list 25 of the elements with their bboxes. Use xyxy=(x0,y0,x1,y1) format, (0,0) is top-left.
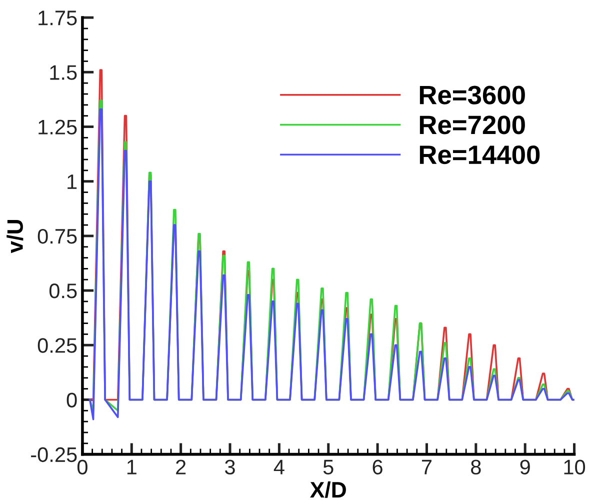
x-tick-label: 9 xyxy=(520,460,530,474)
y-tick-label: 1.5 xyxy=(50,65,77,80)
x-tick-label: 6 xyxy=(372,460,382,474)
y-axis-title: v/U xyxy=(6,220,24,254)
legend-label: Re=14400 xyxy=(420,145,540,164)
x-tick-label: 5 xyxy=(323,460,334,474)
x-axis-title: X/D xyxy=(310,481,346,498)
x-tick-label: 10 xyxy=(564,460,586,474)
y-tick-label: 1.25 xyxy=(38,120,77,135)
x-tick-label: 7 xyxy=(422,460,432,474)
x-tick-label: 8 xyxy=(471,460,481,474)
legend-label: Re=7200 xyxy=(420,116,525,134)
x-tick-label: 3 xyxy=(225,460,235,474)
y-tick-label: 1 xyxy=(68,174,77,189)
y-tick-label: 0 xyxy=(66,392,77,408)
y-tick-label: 0.75 xyxy=(38,228,77,244)
y-tick-label: -0.25 xyxy=(31,447,77,462)
y-tick-label: 0.5 xyxy=(49,284,77,298)
y-tick-label: 1.75 xyxy=(38,10,77,26)
x-tick-label: 2 xyxy=(176,460,186,474)
x-tick-label: 4 xyxy=(274,460,284,474)
x-tick-label: 1 xyxy=(127,460,136,474)
legend-label: Re=3600 xyxy=(420,86,525,104)
x-tick-label: 0 xyxy=(77,460,88,474)
y-tick-label: 0.25 xyxy=(38,338,77,353)
